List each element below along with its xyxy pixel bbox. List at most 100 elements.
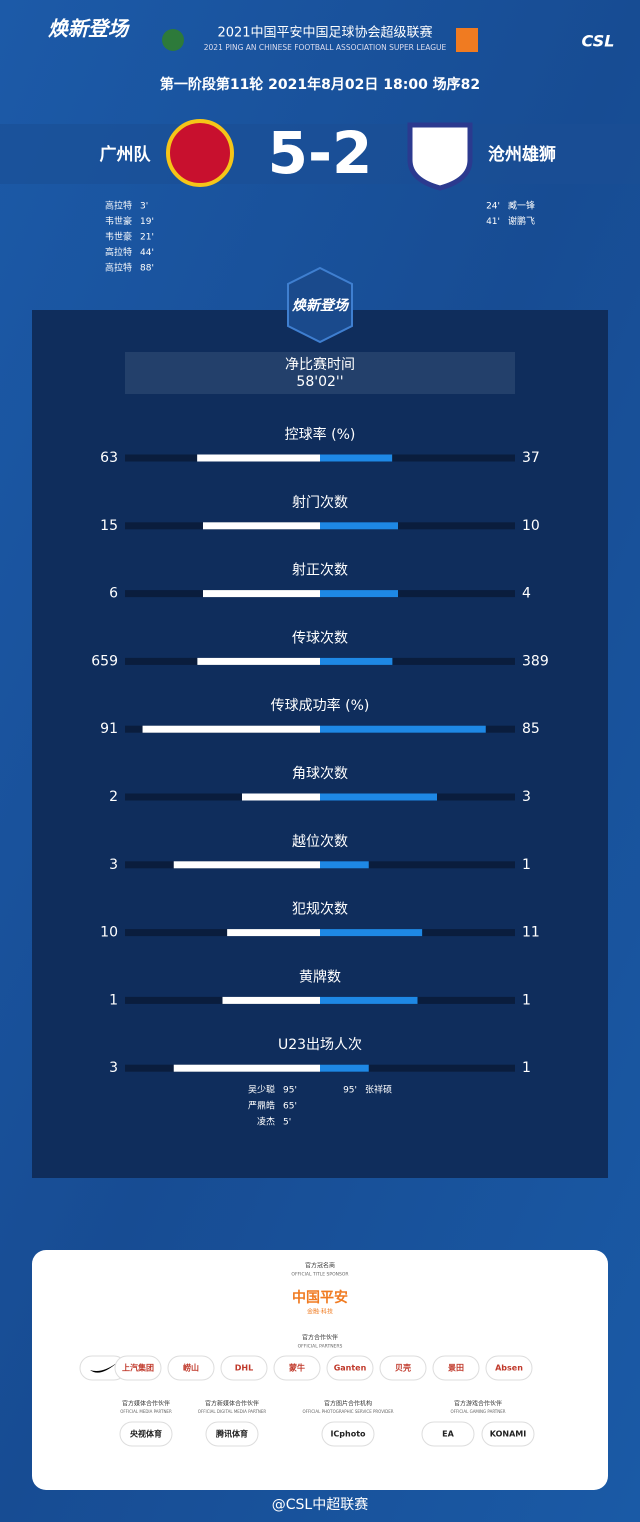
u23-minute: 5' [283,1118,291,1128]
partner-logo-box [220,1355,268,1381]
away-bar [320,454,393,462]
home-value: 15 [100,518,118,534]
stat-label: 传球成功率 (%) [271,697,370,714]
footer: @CSL中超联赛 [272,1497,368,1513]
home-bar [197,454,320,462]
home-bar [203,590,320,598]
scorer-minute: 19' [140,217,154,227]
partner-logo: DHL [235,1364,253,1373]
partner-logo: 上汽集团 [122,1363,154,1373]
away-value: 4 [522,586,531,602]
home-value: 3 [109,1060,118,1076]
title-sponsor: 中国平安 [292,1289,348,1306]
media-logo: 腾讯体育 [215,1429,248,1439]
group-label: 官方媒体合作伙伴 [122,1400,170,1408]
away-bar [320,861,369,869]
media-logo-box [421,1421,475,1447]
home-bar [227,929,320,937]
partner-logo: 蒙牛 [289,1363,305,1373]
group-label-en: OFFICIAL MEDIA PARTNER [120,1409,172,1414]
title-sponsor-tagline: 金融·科技 [307,1308,333,1316]
league: CSL [582,32,615,51]
media-logo-box [205,1421,259,1447]
stat-label: 角球次数 [292,766,348,782]
scorer-name: 谢鹏飞 [508,215,535,227]
scorer-minute: 3' [140,202,148,212]
home-bar [203,522,320,530]
partner-logo-box [379,1355,427,1381]
away-value: 1 [522,1060,531,1076]
home-value: 63 [100,450,118,466]
net-time-box [125,352,515,394]
home-value: 1 [109,992,118,1008]
partner-logo-box [167,1355,215,1381]
home-value: 3 [109,857,118,873]
u23-minute: 65' [283,1102,297,1112]
scorer-name: 高拉特 [105,246,132,258]
net-time-value: 58'02'' [296,374,343,390]
partner-logo-box [273,1355,321,1381]
away-value: 37 [522,450,540,466]
home-crest [166,119,234,187]
partner-logo-box [114,1355,162,1381]
partner-logo: 贝壳 [395,1363,411,1373]
away-bar [320,725,486,733]
partner-logo: Absen [495,1364,523,1373]
home-bar [197,657,320,665]
group-label: 官方新媒体合作伙伴 [205,1400,259,1408]
u23-name: 凌杰 [257,1116,275,1128]
home-value: 10 [100,925,118,941]
u23-name: 严鼎皓 [248,1100,275,1112]
away-value: 1 [522,992,531,1008]
partners-label-en: OFFICIAL PARTNERS [298,1344,343,1350]
nike-swoosh [90,1362,118,1373]
home-value: 6 [109,586,118,602]
score: 5-2 [268,119,373,187]
away-team: 沧州雄狮 [488,144,556,165]
scorer-minute: 41' [486,217,500,227]
partner-logo: Ganten [334,1364,367,1373]
away-bar [320,522,398,530]
away-bar [320,793,437,801]
stat-label: 传球次数 [292,630,348,646]
away-value: 85 [522,721,540,737]
net-time-label: 净比赛时间 [285,357,355,373]
home-bar [242,793,320,801]
home-bar [173,1064,320,1072]
group-label-en: OFFICIAL DIGITAL MEDIA PARTNER [198,1409,267,1414]
away-bar [320,929,423,937]
home-bar [222,996,320,1004]
scorer-name: 臧一锋 [508,200,535,212]
media-logo-box [119,1421,173,1447]
brand: 焕新登场 [48,17,130,41]
group-label: 官方图片合作机构 [324,1400,372,1408]
scorer-minute: 88' [140,264,154,274]
stat-label: 犯规次数 [292,902,348,918]
group-label-en: OFFICIAL GAMING PARTNER [450,1409,505,1414]
partner-logo-box [326,1355,374,1381]
stat-label: 越位次数 [292,834,348,850]
u23-name: 张祥硕 [365,1084,392,1096]
u23-minute: 95' [283,1086,297,1096]
partner-logo: 景田 [448,1363,464,1373]
away-value: 11 [522,925,540,941]
subtitle: 2021 PING AN CHINESE FOOTBALL ASSOCIATIO… [204,43,447,52]
media-logo: EA [442,1430,454,1439]
scorer-name: 韦世豪 [105,231,132,243]
badge-text: 焕新登场 [292,297,350,314]
stat-label: U23出场人次 [278,1037,362,1053]
u23-name: 吴少聪 [248,1084,275,1096]
partner-logo-box [485,1355,533,1381]
media-logo-box [321,1421,375,1447]
badge [287,266,353,344]
home-team: 广州队 [100,144,152,165]
partners-label: 官方合作伙伴 [302,1334,338,1342]
away-bar [320,996,418,1004]
stat-label: 射正次数 [292,563,348,579]
stat-label: 控球率 (%) [285,426,356,443]
media-logo: ICphoto [330,1430,366,1439]
partner-logo: 崂山 [183,1363,199,1373]
media-logo: 央视体育 [130,1429,162,1439]
stat-label: 黄牌数 [299,968,341,985]
